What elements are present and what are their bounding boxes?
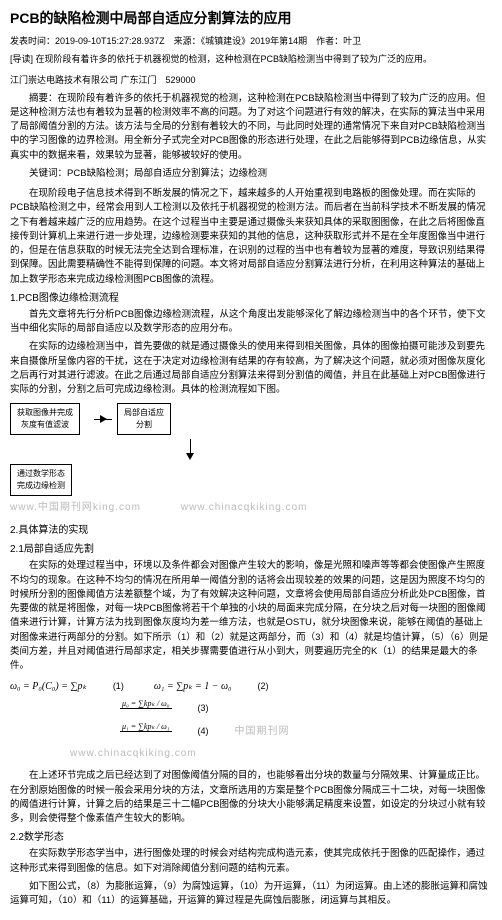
equation-row-1: ω₀ = P₀(C₀) = ∑pₖ (1) ω₁ = ∑pₖ = 1 − ω₀ … xyxy=(10,679,492,694)
watermark-1b: www.chinacqkiking.com xyxy=(181,500,308,515)
para-2-2: 在上述环节完成之后已经达到了对图像阈值分隔的目的，也能够看出分块的数量与分隔效果… xyxy=(10,769,492,826)
abstract-text: 在现阶段有着许多的依托于机器视觉的检测，这种检测在PCB缺陷检测当中得到了较为广… xyxy=(10,93,486,161)
affiliation: 江门崇达电路技术有限公司 广东江门 529000 xyxy=(10,74,492,88)
heading-2-1: 2.1局部自适应先割 xyxy=(10,542,492,557)
watermark-row-1: www.中国期刊网king.com www.chinacqkiking.com xyxy=(10,500,492,515)
eq-num-2: (2) xyxy=(258,680,269,694)
para-1-1: 首先文章将先行分析PCB图像边缘检测流程，从这个角度出发能够深化了解边缘检测当中… xyxy=(10,308,492,337)
flow-diagram: 获取图像并完成 灰度有值滤波 局部自适应 分割 通过数学形态 完成边缘检测 xyxy=(10,403,492,496)
equation-row-2: μ₀ = ∑kpₖ / ω₀ (3) xyxy=(120,700,492,717)
eq-1: ω₀ = P₀(C₀) = ∑pₖ xyxy=(10,679,87,694)
abstract: 摘要：在现阶段有着许多的依托于机器视觉的检测，这种检测在PCB缺陷检测当中得到了… xyxy=(10,92,492,163)
para-2-4: 如下图公式，（8）为膨胀运算，（9）为腐蚀运算，（10）为开运算，（11）为闭运… xyxy=(10,880,492,909)
lead-text: [导读] 在现阶段有着许多的依托于机器视觉的检测，这种检测在PCB缺陷检测当中得… xyxy=(10,53,492,67)
keywords: 关键词：PCB缺陷检测；局部自适应分割算法；边缘检测 xyxy=(10,167,492,181)
eq-num-3: (3) xyxy=(198,702,209,716)
intro-paragraph: 在现阶段电子信息技术得到不断发展的情况之下，越来越多的人开始重视到电路板的图像处… xyxy=(10,187,492,287)
diagram-box-1: 获取图像并完成 灰度有值滤波 xyxy=(10,403,80,435)
eq-num-1: (1) xyxy=(113,680,124,694)
heading-2: 2.具体算法的实现 xyxy=(10,523,492,538)
abstract-label: 摘要： xyxy=(29,93,58,104)
heading-2-2: 2.2数学形态 xyxy=(10,830,492,845)
page-title: PCB的缺陷检测中局部自适应分割算法的应用 xyxy=(10,8,492,29)
arrow-right-icon xyxy=(100,415,107,423)
heading-1: 1.PCB图像边缘检测流程 xyxy=(10,291,492,306)
watermark-2a: 中国期刊网 xyxy=(235,724,290,739)
watermark-row-2: www.chinacqkiking.com xyxy=(70,746,492,761)
para-2-3: 在实际数学形态学当中，进行图像处理的时候会对结构完成构造元素，使其完成依托于图像… xyxy=(10,847,492,876)
para-1-2: 在实际的边缘检测当中，首先要做的就是通过摄像头的使用来得到相关图像，具体的图像拍… xyxy=(10,340,492,397)
equation-row-3: μ₁ = ∑kpₖ / ω₁ (4) 中国期刊网 xyxy=(120,723,492,740)
watermark-2b: www.chinacqkiking.com xyxy=(70,746,197,761)
watermark-1a: www.中国期刊网king.com xyxy=(10,500,141,515)
eq-2: ω₁ = ∑pₖ = 1 − ω₀ xyxy=(154,679,232,694)
arrow-line-v xyxy=(190,439,191,453)
para-2-1: 在实际的处理过程当中，环境以及条件都会对图像产生较大的影响，像是光照和噪声等等都… xyxy=(10,559,492,673)
eq-num-4: (4) xyxy=(198,725,209,739)
eq-4: μ₁ = ∑kpₖ / ω₁ xyxy=(120,723,172,740)
meta-line: 发表时间：2019-09-10T15:27:28.937Z 来源：《城镇建设》2… xyxy=(10,35,492,49)
eq-3: μ₀ = ∑kpₖ / ω₀ xyxy=(120,700,172,717)
arrow-down-icon xyxy=(186,453,194,460)
keywords-text: PCB缺陷检测；局部自适应分割算法；边缘检测 xyxy=(67,168,267,179)
keywords-label: 关键词： xyxy=(29,168,67,179)
diagram-box-2: 局部自适应 分割 xyxy=(117,403,171,435)
diagram-box-3: 通过数学形态 完成边缘检测 xyxy=(10,464,72,496)
